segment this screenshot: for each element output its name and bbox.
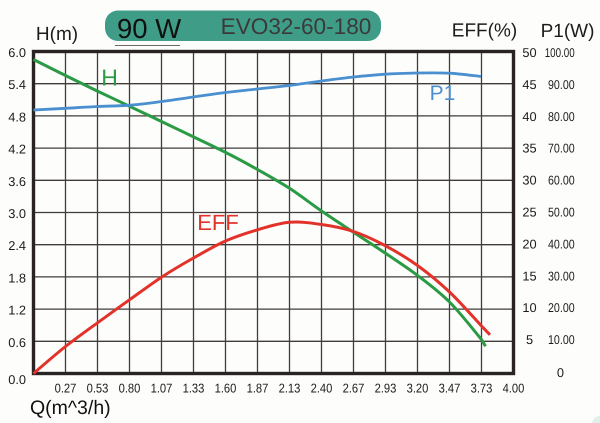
svg-text:40: 40 (522, 109, 536, 124)
svg-text:90.00: 90.00 (548, 77, 575, 92)
svg-text:1.60: 1.60 (215, 381, 237, 396)
svg-text:3.6: 3.6 (8, 174, 26, 189)
svg-text:5.4: 5.4 (8, 77, 26, 92)
svg-text:H(m): H(m) (36, 24, 78, 45)
svg-text:EFF(%): EFF(%) (452, 21, 517, 42)
svg-text:80.00: 80.00 (548, 109, 575, 124)
svg-text:20: 20 (522, 236, 536, 251)
svg-text:P1(W): P1(W) (541, 21, 595, 42)
svg-text:45: 45 (522, 77, 536, 92)
svg-text:1.8: 1.8 (8, 270, 26, 285)
svg-text:20.00: 20.00 (548, 300, 575, 315)
svg-text:Q(m^3/h): Q(m^3/h) (30, 397, 111, 419)
svg-text:1.07: 1.07 (151, 381, 173, 396)
svg-text:50: 50 (522, 45, 536, 60)
svg-text:60.00: 60.00 (548, 173, 575, 188)
svg-text:EVO32-60-180: EVO32-60-180 (221, 14, 372, 39)
svg-text:50.00: 50.00 (548, 205, 575, 220)
svg-text:35: 35 (522, 141, 536, 156)
svg-text:2.4: 2.4 (8, 238, 26, 253)
svg-text:100.00: 100.00 (545, 45, 575, 60)
svg-text:4.00: 4.00 (503, 381, 525, 396)
svg-text:40.00: 40.00 (548, 236, 575, 251)
svg-text:1.2: 1.2 (8, 303, 26, 318)
svg-text:0.6: 0.6 (8, 335, 26, 350)
svg-text:0.53: 0.53 (87, 381, 109, 396)
svg-text:3.20: 3.20 (407, 381, 429, 396)
svg-text:4.8: 4.8 (8, 109, 26, 124)
svg-text:3.0: 3.0 (8, 206, 26, 221)
svg-text:H: H (101, 65, 118, 91)
svg-text:6.0: 6.0 (8, 45, 26, 60)
svg-text:3.73: 3.73 (471, 381, 493, 396)
svg-text:10: 10 (522, 300, 536, 315)
svg-text:30.00: 30.00 (548, 268, 575, 283)
svg-text:5: 5 (526, 332, 533, 347)
svg-text:2.40: 2.40 (311, 381, 333, 396)
svg-text:4.2: 4.2 (8, 142, 26, 157)
svg-text:3.47: 3.47 (439, 381, 461, 396)
svg-text:30: 30 (522, 173, 536, 188)
svg-text:0: 0 (557, 365, 564, 380)
svg-text:70.00: 70.00 (548, 141, 575, 156)
svg-text:15: 15 (522, 268, 536, 283)
svg-text:2.13: 2.13 (279, 381, 301, 396)
svg-text:1.33: 1.33 (183, 381, 205, 396)
svg-text:0.80: 0.80 (119, 381, 141, 396)
svg-text:P1: P1 (430, 82, 456, 105)
svg-text:0.0: 0.0 (8, 372, 26, 387)
svg-text:1.87: 1.87 (247, 381, 269, 396)
svg-text:25: 25 (522, 205, 536, 220)
svg-text:0.27: 0.27 (55, 381, 77, 396)
svg-text:90 W: 90 W (117, 13, 181, 44)
svg-text:EFF: EFF (197, 210, 239, 235)
svg-text:2.93: 2.93 (375, 381, 397, 396)
svg-text:10.00: 10.00 (548, 332, 575, 347)
svg-text:2.67: 2.67 (343, 381, 365, 396)
